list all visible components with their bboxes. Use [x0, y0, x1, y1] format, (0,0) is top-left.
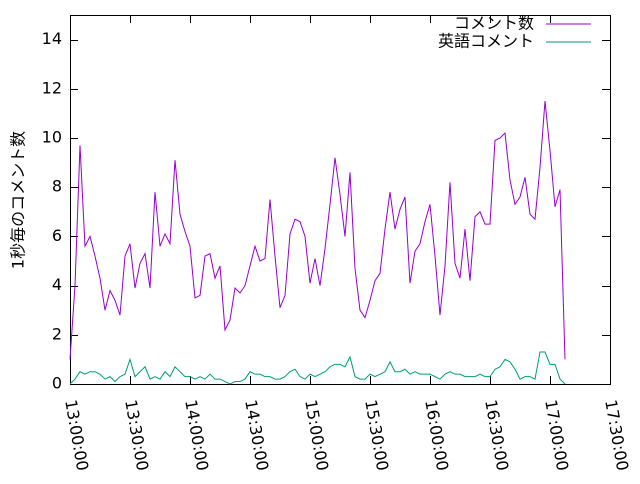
series-line-2: [69, 351, 566, 385]
x-tick-label: 17:30:00: [601, 398, 632, 472]
x-tick-label: 14:30:00: [241, 398, 272, 472]
y-tick-label: 12: [42, 78, 62, 97]
y-tick-label: 6: [52, 226, 62, 245]
x-tick-label: 16:00:00: [421, 398, 452, 472]
y-axis: 0 2 4 6 8 10 12 14: [42, 29, 610, 393]
y-axis-label: 1秒毎のコメント数: [9, 131, 28, 269]
y-tick-label: 14: [42, 29, 62, 48]
x-tick-label: 15:00:00: [301, 398, 332, 472]
legend-label: コメント数: [454, 14, 534, 33]
y-tick-label: 2: [52, 324, 62, 343]
series-layer: [69, 101, 566, 385]
x-tick-label: 13:00:00: [61, 398, 92, 472]
x-axis: 13:00:00 13:30:00 14:00:00 14:30:00 15:00:00…: [61, 15, 632, 472]
x-tick-label: 17:00:00: [541, 398, 572, 472]
x-tick-label: 13:30:00: [121, 398, 152, 472]
y-tick-label: 10: [42, 128, 62, 147]
series-line-1: [69, 101, 566, 360]
x-tick-label: 14:00:00: [181, 398, 212, 472]
plot-frame: [70, 15, 611, 385]
y-tick-label: 8: [52, 177, 62, 196]
y-tick-label: 4: [52, 275, 62, 294]
y-tick-label: 0: [52, 374, 62, 393]
x-tick-label: 15:30:00: [361, 398, 392, 472]
x-tick-label: 16:30:00: [481, 398, 512, 472]
legend-label: 英語コメント: [438, 32, 534, 51]
